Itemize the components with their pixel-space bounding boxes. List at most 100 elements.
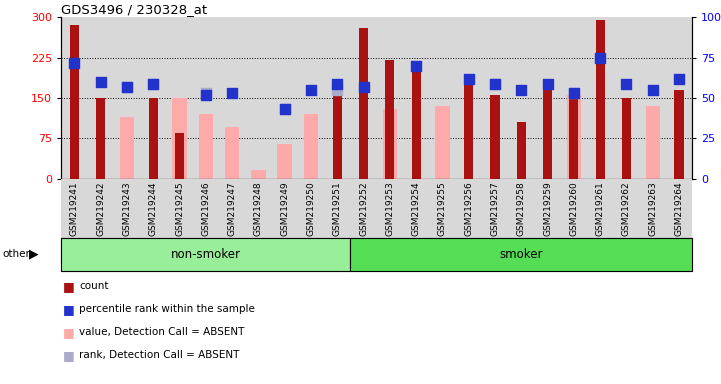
Bar: [245, 179, 272, 238]
Text: GSM219252: GSM219252: [359, 182, 368, 236]
Bar: [596, 20, 605, 179]
Bar: [167, 179, 193, 238]
Bar: [70, 25, 79, 179]
Bar: [149, 98, 158, 179]
Text: other: other: [2, 249, 30, 260]
Point: [95, 79, 107, 85]
Bar: [435, 106, 450, 179]
Text: ■: ■: [63, 303, 74, 316]
Bar: [61, 179, 87, 238]
Text: GSM219250: GSM219250: [306, 182, 316, 236]
Text: ■: ■: [63, 326, 74, 339]
Point: [279, 106, 291, 112]
Bar: [570, 95, 578, 179]
Bar: [666, 179, 692, 238]
Text: GSM219242: GSM219242: [96, 182, 105, 236]
Bar: [251, 170, 265, 179]
Bar: [120, 117, 134, 179]
Bar: [412, 68, 421, 179]
Bar: [614, 179, 640, 238]
Bar: [193, 179, 219, 238]
Text: GSM219257: GSM219257: [490, 182, 500, 236]
Text: GSM219247: GSM219247: [228, 182, 236, 236]
Text: count: count: [79, 281, 109, 291]
Bar: [298, 179, 324, 238]
Point: [121, 84, 133, 90]
Bar: [332, 95, 342, 179]
Text: GSM219248: GSM219248: [254, 182, 263, 236]
Point: [358, 84, 369, 90]
Bar: [278, 144, 292, 179]
Bar: [429, 179, 456, 238]
Bar: [534, 179, 561, 238]
Point: [305, 87, 317, 93]
Bar: [622, 98, 631, 179]
Point: [490, 81, 501, 88]
Point: [332, 87, 343, 93]
Bar: [543, 87, 552, 179]
Point: [541, 81, 553, 88]
Bar: [96, 98, 105, 179]
Text: GSM219259: GSM219259: [543, 182, 552, 236]
Point: [463, 76, 474, 82]
Point: [594, 55, 606, 61]
Bar: [385, 60, 394, 179]
Point: [200, 92, 212, 98]
Point: [568, 89, 580, 96]
Text: GSM219244: GSM219244: [149, 182, 158, 236]
Bar: [175, 133, 184, 179]
Bar: [87, 179, 114, 238]
Bar: [561, 179, 587, 238]
Text: GSM219258: GSM219258: [517, 182, 526, 236]
Text: ■: ■: [63, 280, 74, 293]
Text: GSM219264: GSM219264: [675, 182, 684, 236]
Text: percentile rank within the sample: percentile rank within the sample: [79, 304, 255, 314]
Bar: [587, 179, 614, 238]
Bar: [403, 179, 429, 238]
Bar: [114, 179, 140, 238]
Bar: [674, 90, 684, 179]
Bar: [304, 114, 318, 179]
Point: [68, 60, 80, 66]
Bar: [567, 95, 581, 179]
Point: [647, 87, 658, 93]
Bar: [464, 79, 473, 179]
Text: GSM219254: GSM219254: [412, 182, 420, 236]
Text: GSM219260: GSM219260: [570, 182, 578, 236]
Text: GSM219245: GSM219245: [175, 182, 184, 236]
Text: GSM219255: GSM219255: [438, 182, 447, 236]
Text: GSM219246: GSM219246: [201, 182, 211, 236]
Bar: [640, 179, 666, 238]
Text: ■: ■: [63, 349, 74, 362]
Bar: [383, 109, 397, 179]
Text: rank, Detection Call = ABSENT: rank, Detection Call = ABSENT: [79, 350, 239, 360]
Point: [148, 81, 159, 88]
Point: [673, 76, 685, 82]
Text: GSM219263: GSM219263: [648, 182, 658, 236]
Text: GSM219253: GSM219253: [385, 182, 394, 236]
Text: ▶: ▶: [29, 248, 38, 261]
Text: GSM219249: GSM219249: [280, 182, 289, 236]
Bar: [508, 179, 534, 238]
Text: smoker: smoker: [500, 248, 543, 261]
Text: GSM219262: GSM219262: [622, 182, 631, 236]
Point: [200, 89, 212, 96]
Text: GDS3496 / 230328_at: GDS3496 / 230328_at: [61, 3, 208, 16]
Bar: [359, 28, 368, 179]
Bar: [324, 179, 350, 238]
Point: [490, 81, 501, 88]
Bar: [140, 179, 167, 238]
Point: [332, 81, 343, 88]
Bar: [645, 106, 660, 179]
Point: [148, 81, 159, 88]
Text: GSM219243: GSM219243: [123, 182, 131, 236]
Bar: [482, 179, 508, 238]
Point: [226, 89, 238, 96]
Text: GSM219256: GSM219256: [464, 182, 473, 236]
Point: [621, 81, 632, 88]
Point: [279, 106, 291, 112]
Bar: [376, 179, 403, 238]
Text: GSM219241: GSM219241: [70, 182, 79, 236]
Text: value, Detection Call = ABSENT: value, Detection Call = ABSENT: [79, 327, 244, 337]
Point: [568, 89, 580, 96]
